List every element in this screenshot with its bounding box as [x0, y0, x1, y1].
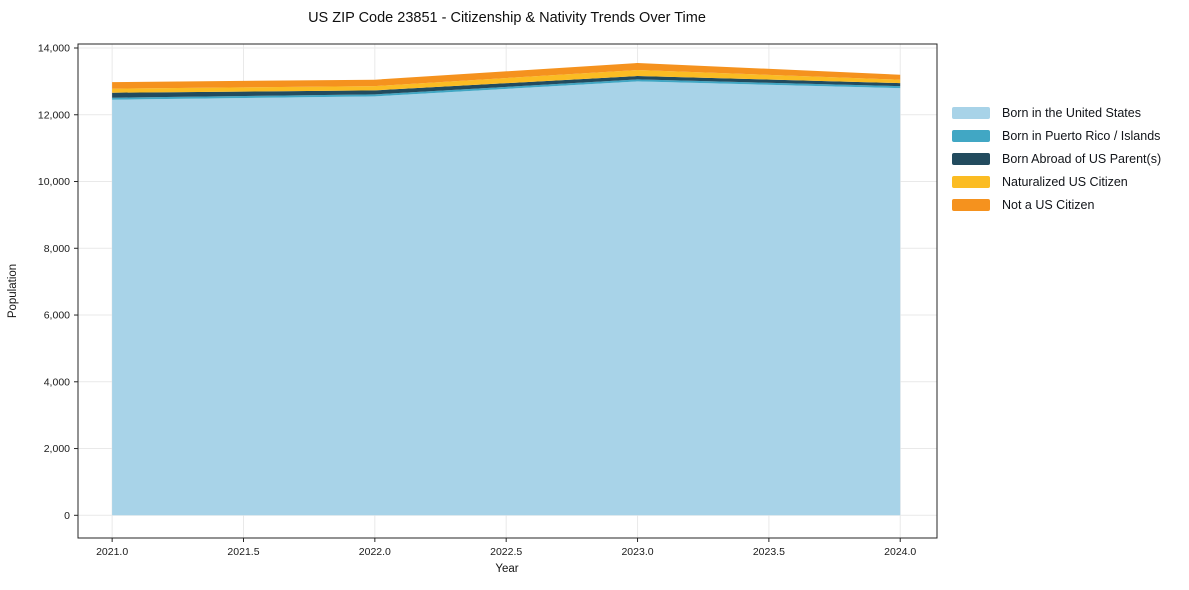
x-tick-label: 2022.5: [490, 546, 522, 558]
x-tick-label: 2024.0: [884, 546, 916, 558]
y-tick-label: 8,000: [44, 243, 70, 255]
x-tick-label: 2022.0: [359, 546, 391, 558]
axis-layer: [74, 43, 938, 542]
y-tick-label: 0: [64, 510, 70, 522]
legend-label: Born in Puerto Rico / Islands: [1002, 128, 1161, 143]
x-tick-label: 2021.0: [96, 546, 128, 558]
legend: Born in the United States Born in Puerto …: [952, 101, 1161, 217]
y-tick-label: 10,000: [38, 176, 70, 188]
y-tick-label: 2,000: [44, 443, 70, 455]
legend-label: Naturalized US Citizen: [1002, 175, 1128, 190]
y-tick-label: 4,000: [44, 376, 70, 388]
area-series: [112, 79, 901, 100]
legend-label: Not a US Citizen: [1002, 198, 1095, 213]
area-series: [112, 70, 901, 93]
x-tick-label: 2021.5: [227, 546, 259, 558]
legend-item: Born in Puerto Rico / Islands: [952, 124, 1161, 147]
y-tick-label: 14,000: [38, 43, 70, 55]
legend-item: Born Abroad of US Parent(s): [952, 147, 1161, 170]
legend-swatch: [952, 129, 990, 142]
area-series: [112, 81, 901, 516]
area-layer: [112, 63, 901, 516]
legend-label: Born Abroad of US Parent(s): [1002, 151, 1162, 166]
area-series: [112, 76, 901, 98]
legend-item: Born in the United States: [952, 101, 1161, 124]
plot-border: [77, 43, 938, 539]
y-axis-label: Population: [7, 264, 19, 318]
legend-swatch: [952, 176, 990, 189]
legend-swatch: [952, 152, 990, 165]
x-tick-label: 2023.0: [621, 546, 653, 558]
legend-item: Not a US Citizen: [952, 194, 1161, 217]
legend-item: Naturalized US Citizen: [952, 171, 1161, 194]
legend-swatch: [952, 106, 990, 119]
tick-label-layer: 2021.0 2021.5 2022.0 2022.5 2023.0 2023.5 2024…: [38, 43, 917, 558]
legend-label: Born in the United States: [1002, 105, 1141, 120]
legend-swatch: [952, 199, 990, 212]
x-axis-label: Year: [495, 563, 518, 575]
y-tick-label: 6,000: [44, 310, 70, 322]
y-tick-label: 12,000: [38, 109, 70, 121]
area-series: [112, 63, 901, 89]
chart-title: US ZIP Code 23851 - Citizenship & Nativi…: [308, 10, 706, 26]
x-tick-label: 2023.5: [753, 546, 785, 558]
